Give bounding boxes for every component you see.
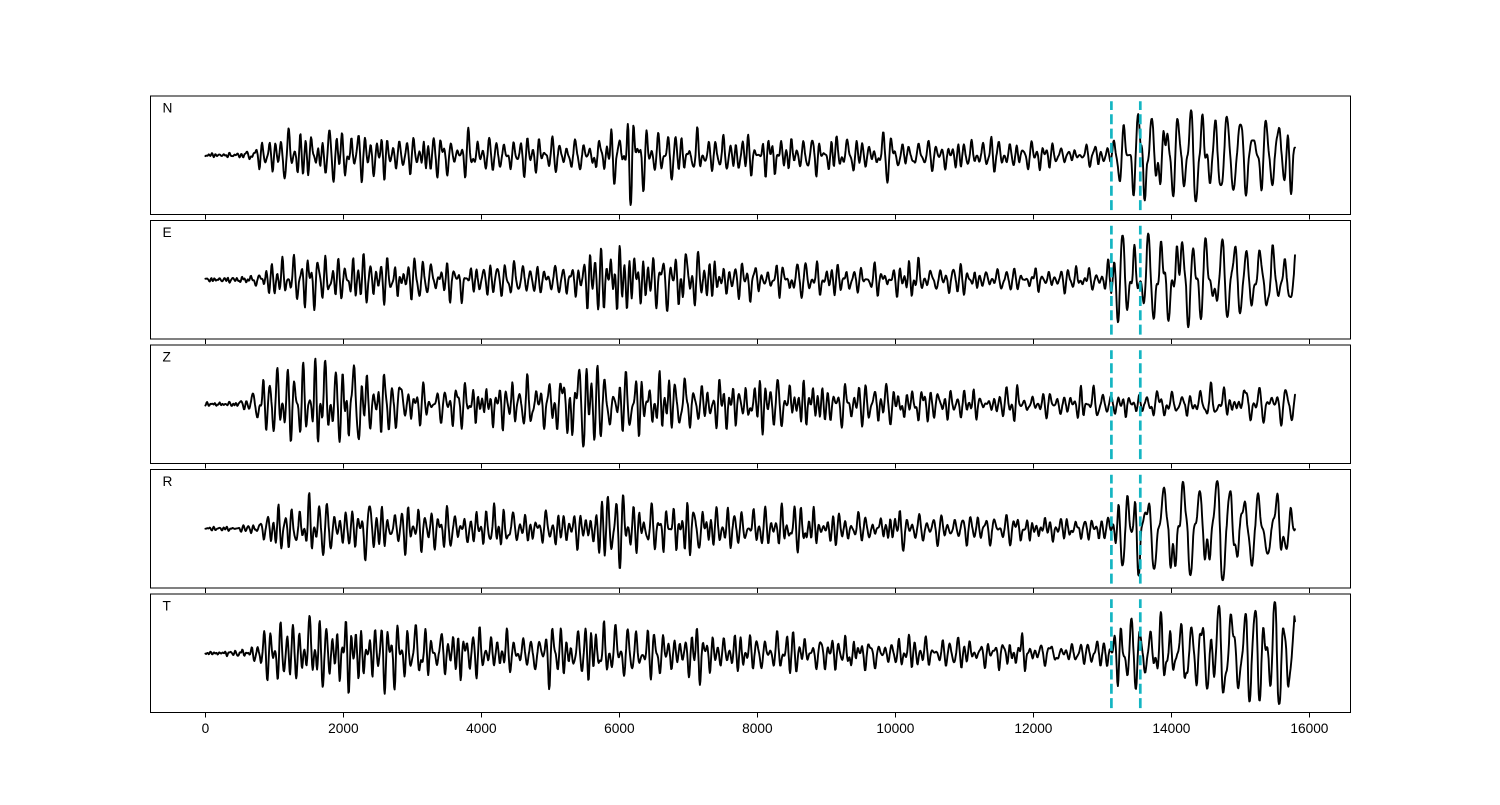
svg-text:8000: 8000 — [742, 721, 773, 736]
svg-text:0: 0 — [202, 721, 210, 736]
svg-text:2000: 2000 — [328, 721, 359, 736]
svg-text:10000: 10000 — [876, 721, 914, 736]
svg-text:E: E — [163, 225, 172, 240]
svg-text:6000: 6000 — [604, 721, 635, 736]
svg-text:12000: 12000 — [1014, 721, 1052, 736]
svg-text:4000: 4000 — [466, 721, 497, 736]
svg-text:T: T — [163, 599, 172, 614]
svg-text:16000: 16000 — [1290, 721, 1328, 736]
svg-text:Z: Z — [163, 350, 171, 365]
svg-text:R: R — [163, 474, 173, 489]
svg-text:14000: 14000 — [1152, 721, 1190, 736]
svg-text:N: N — [163, 101, 173, 116]
